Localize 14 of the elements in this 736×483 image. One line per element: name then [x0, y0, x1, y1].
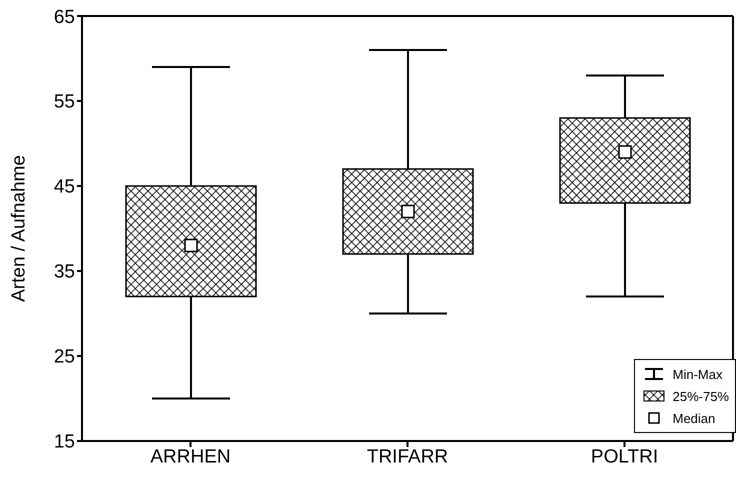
- y-tick-label: 35: [54, 262, 75, 283]
- y-tick-label: 15: [54, 432, 75, 453]
- y-tick-label: 55: [54, 92, 75, 113]
- x-tick-label: TRIFARR: [366, 446, 448, 468]
- annotation: 25%-75%: [672, 388, 729, 404]
- x-tick-label: ARRHEN: [150, 446, 231, 468]
- y-axis-title: Arten / Aufnahme: [8, 155, 30, 302]
- legend-box: Min-Max 25%-75% Median: [634, 359, 736, 433]
- y-tick-label: 25: [54, 346, 75, 368]
- y-tick-label: 65: [54, 6, 75, 28]
- annotation: Min-Max: [672, 366, 722, 382]
- y-tick-label: 45: [54, 176, 75, 198]
- x-tick-label: POLTRI: [590, 446, 658, 468]
- annotation: Median: [672, 410, 716, 426]
